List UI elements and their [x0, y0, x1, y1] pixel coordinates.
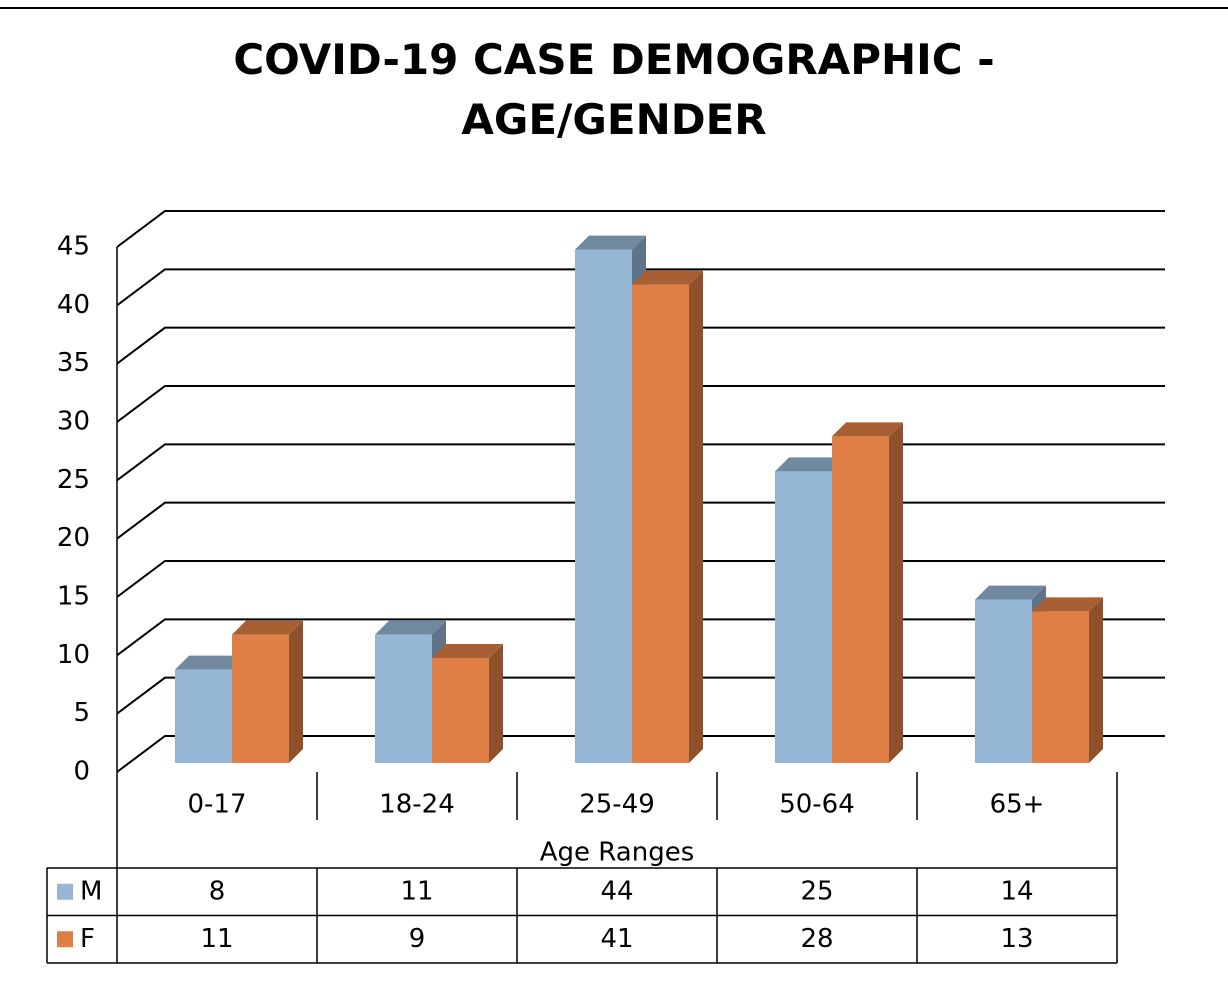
- y-tick-label: 5: [73, 698, 90, 728]
- x-tick-label: 50-64: [779, 790, 855, 820]
- legend-swatch: [57, 931, 73, 948]
- bar: [375, 634, 432, 763]
- bar-top: [632, 270, 703, 285]
- bar-top: [775, 457, 846, 472]
- grid-line: [116, 210, 1165, 248]
- bar: [432, 658, 489, 763]
- grid-line: [116, 268, 1165, 307]
- bar-side: [489, 644, 503, 763]
- table-value: 14: [1000, 876, 1033, 906]
- table-value: 9: [409, 924, 426, 954]
- y-tick-label: 45: [57, 232, 90, 262]
- y-tick-label: 35: [57, 348, 90, 378]
- y-tick-label: 40: [57, 290, 90, 320]
- table-value: 11: [200, 924, 233, 954]
- bar: [1032, 611, 1089, 763]
- y-tick-label: 15: [57, 582, 90, 612]
- bar: [175, 669, 232, 763]
- bar-top: [232, 620, 303, 635]
- bar-side: [689, 270, 703, 763]
- legend-label: F: [80, 924, 95, 954]
- bar-top: [975, 585, 1046, 600]
- bar: [975, 599, 1032, 763]
- table-value: 11: [400, 876, 433, 906]
- table-value: 13: [1000, 924, 1033, 954]
- bar: [775, 471, 832, 763]
- y-tick-label: 0: [73, 757, 90, 787]
- chart-title: COVID-19 CASE DEMOGRAPHIC - AGE/GENDER: [233, 35, 995, 144]
- bar-top: [832, 422, 903, 437]
- bar: [575, 249, 632, 763]
- grid-line: [116, 385, 1165, 423]
- bar: [832, 436, 889, 763]
- bar-side: [289, 620, 303, 763]
- legend-swatch: [57, 883, 73, 900]
- x-axis-label: Age Ranges: [540, 838, 695, 868]
- table-value: 8: [209, 876, 226, 906]
- bar-top: [575, 235, 646, 250]
- bar-top: [375, 620, 446, 635]
- table-value: 41: [600, 924, 633, 954]
- x-tick-label: 65+: [990, 790, 1045, 820]
- bar-side: [889, 422, 903, 763]
- bar-side: [1089, 597, 1103, 763]
- y-tick-label: 10: [57, 640, 90, 670]
- table-value: 25: [800, 876, 833, 906]
- table-value: 44: [600, 876, 633, 906]
- bar: [632, 284, 689, 763]
- grid-line: [116, 326, 1165, 365]
- bar-top: [432, 644, 503, 658]
- legend-label: M: [80, 876, 102, 906]
- bar: [232, 634, 289, 763]
- bar-top: [175, 655, 246, 670]
- y-tick-label: 25: [57, 465, 90, 495]
- table-value: 28: [800, 924, 833, 954]
- x-tick-label: 18-24: [379, 790, 455, 820]
- grid-line: [116, 443, 1165, 482]
- bar-top: [1032, 597, 1103, 612]
- y-tick-label: 20: [57, 523, 90, 553]
- x-tick-label: 0-17: [187, 790, 246, 820]
- y-tick-label: 30: [57, 407, 90, 437]
- x-tick-label: 25-49: [579, 790, 655, 820]
